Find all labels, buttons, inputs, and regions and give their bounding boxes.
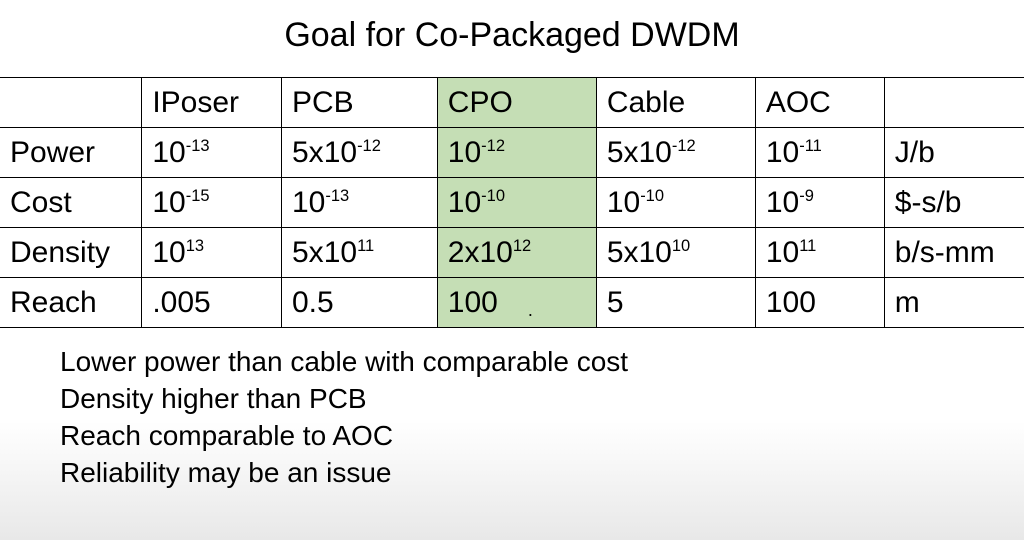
table-cell: 5x1010 (596, 228, 755, 278)
table-cell: 100 (755, 278, 884, 328)
col-header-aoc: AOC (755, 78, 884, 128)
col-header-blank (0, 78, 142, 128)
col-header-cpo: CPO (437, 78, 596, 128)
table-cell: 5x10-12 (596, 128, 755, 178)
table-cell: 5 (596, 278, 755, 328)
row-unit: J/b (884, 128, 1024, 178)
col-header-unit (884, 78, 1024, 128)
table-cell: .005 (142, 278, 282, 328)
table-row: Density10135x10112x10125x10101011b/s-mm (0, 228, 1024, 278)
bullet-item: Reliability may be an issue (60, 455, 1024, 490)
bullet-list: Lower power than cable with comparable c… (0, 328, 1024, 490)
table-cell: 2x1012 (437, 228, 596, 278)
table-cell: 1013 (142, 228, 282, 278)
table-row: Reach.0050.51005100m (0, 278, 1024, 328)
table-cell: 10-12 (437, 128, 596, 178)
table-cell: 10-10 (437, 178, 596, 228)
table-cell: 1011 (755, 228, 884, 278)
table-cell: 5x1011 (282, 228, 438, 278)
table-header-row: IPoser PCB CPO Cable AOC (0, 78, 1024, 128)
table-row: Cost10-1510-1310-1010-1010-9$-s/b (0, 178, 1024, 228)
col-header-iposer: IPoser (142, 78, 282, 128)
table-cell: 10-9 (755, 178, 884, 228)
row-label: Cost (0, 178, 142, 228)
bullet-item: Density higher than PCB (60, 381, 1024, 416)
row-label: Reach (0, 278, 142, 328)
slide: Goal for Co-Packaged DWDM IPoser PCB CPO… (0, 0, 1024, 490)
row-label: Density (0, 228, 142, 278)
row-label: Power (0, 128, 142, 178)
table-cell: 10-11 (755, 128, 884, 178)
table-row: Power10-135x10-1210-125x10-1210-11J/b (0, 128, 1024, 178)
table-cell: 10-15 (142, 178, 282, 228)
table-cell: 5x10-12 (282, 128, 438, 178)
col-header-pcb: PCB (282, 78, 438, 128)
table-cell: 10-13 (282, 178, 438, 228)
row-unit: m (884, 278, 1024, 328)
row-unit: $-s/b (884, 178, 1024, 228)
table-cell: 0.5 (282, 278, 438, 328)
table-cell: 10-13 (142, 128, 282, 178)
bullet-item: Lower power than cable with comparable c… (60, 344, 1024, 379)
table-cell: 100 (437, 278, 596, 328)
comparison-table: IPoser PCB CPO Cable AOC Power10-135x10-… (0, 77, 1024, 328)
table-cell: 10-10 (596, 178, 755, 228)
page-title: Goal for Co-Packaged DWDM (0, 16, 1024, 55)
bullet-item: Reach comparable to AOC (60, 418, 1024, 453)
row-unit: b/s-mm (884, 228, 1024, 278)
col-header-cable: Cable (596, 78, 755, 128)
